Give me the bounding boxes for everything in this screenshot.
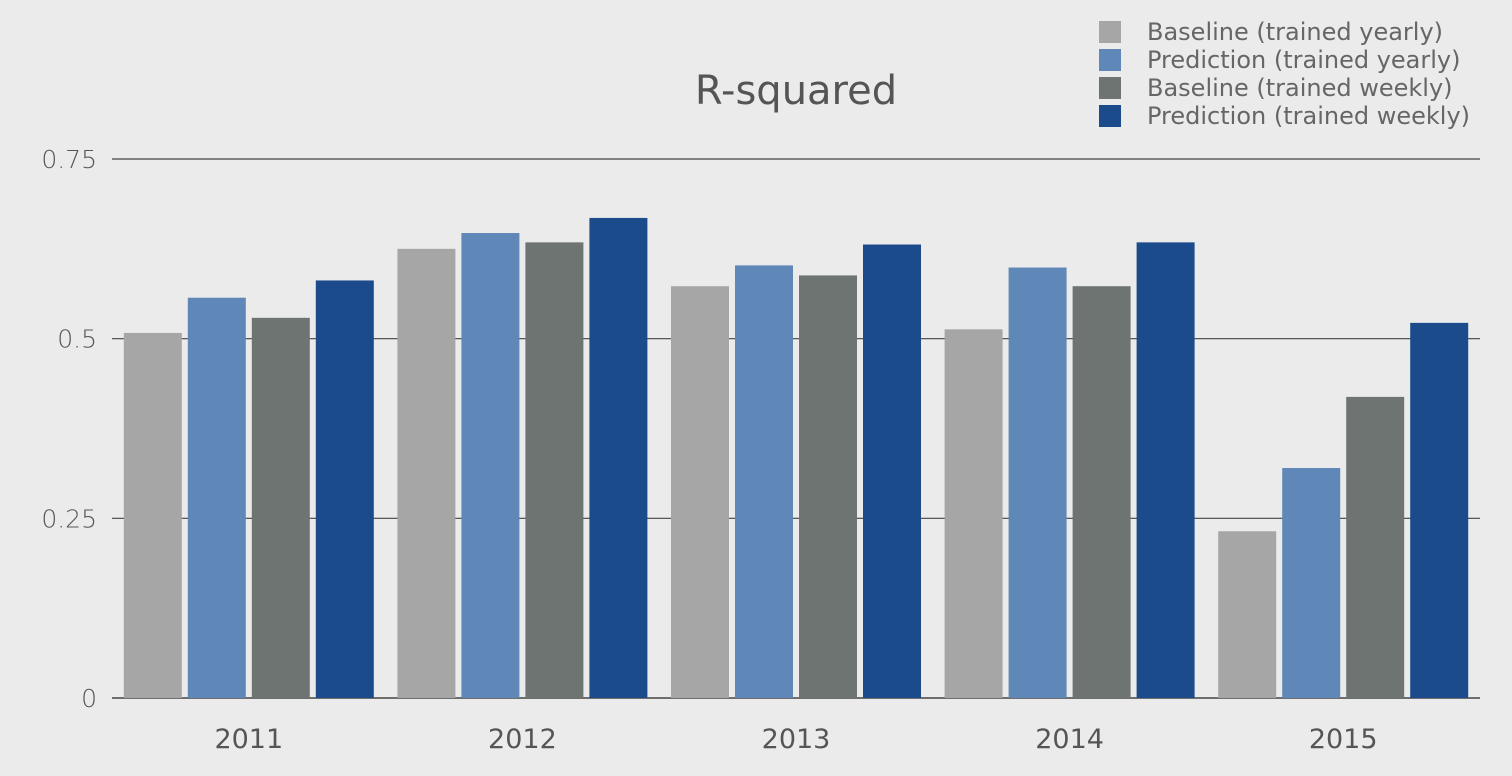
bar-2011-series-2 [187,297,246,698]
legend-swatch [1099,77,1121,99]
x-category-label: 2014 [1035,724,1104,755]
x-category-label: 2012 [488,724,557,755]
bar-2011-series-4 [315,280,374,698]
bar-2014-series-2 [1008,267,1067,698]
bar-2012-series-1 [397,248,456,699]
bar-2014-series-3 [1072,286,1131,698]
legend-label: Prediction (trained weekly) [1147,102,1470,130]
legend-swatch [1099,21,1121,43]
y-axis-tick-labels: 0 0.25 0.5 0.75 [41,145,97,713]
bar-2013-series-4 [863,244,921,698]
bar-2013-series-2 [735,265,793,698]
bar-2015-series-4 [1410,322,1469,698]
y-tick-label: 0 [81,684,97,713]
bars [123,217,1469,699]
y-tick-label: 0.25 [41,504,97,533]
bar-2012-series-4 [589,217,648,698]
bar-2011-series-3 [251,317,310,698]
y-tick-label: 0.75 [41,145,97,174]
bar-2015-series-1 [1218,531,1277,698]
bar-2011-series-1 [123,332,182,698]
bar-2012-series-2 [461,233,520,699]
bar-2015-series-3 [1346,396,1405,698]
legend: Baseline (trained yearly)Prediction (tra… [1099,18,1470,130]
legend-label: Baseline (trained weekly) [1147,74,1453,102]
bar-2013-series-1 [671,286,729,698]
legend-label: Prediction (trained yearly) [1147,46,1461,74]
legend-label: Baseline (trained yearly) [1147,18,1443,46]
legend-swatch [1099,105,1121,127]
bar-2013-series-3 [799,275,857,698]
bar-2014-series-4 [1136,242,1195,698]
x-category-label: 2015 [1309,724,1378,755]
y-tick-label: 0.5 [57,325,97,354]
bar-2012-series-3 [525,242,584,698]
x-axis-category-labels: 2011 2012 2013 2014 2015 [214,724,1377,755]
legend-swatch [1099,49,1121,71]
bar-2015-series-2 [1282,468,1341,698]
x-category-label: 2013 [762,724,831,755]
bar-2014-series-1 [944,329,1003,698]
chart-title: R-squared [695,68,897,114]
x-category-label: 2011 [214,724,283,755]
